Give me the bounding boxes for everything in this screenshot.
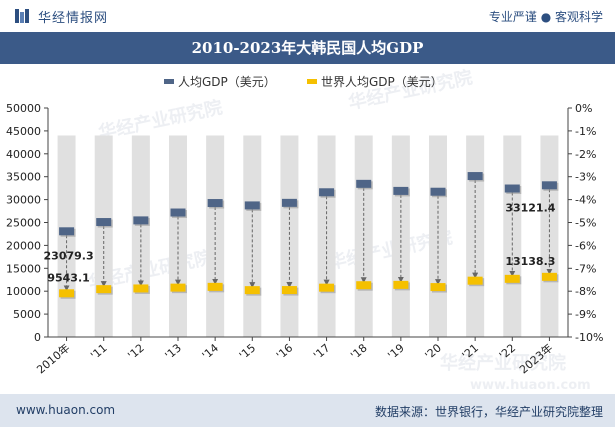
korea-gdp-marker bbox=[133, 216, 149, 225]
korea-gdp-marker bbox=[356, 179, 372, 188]
background-bar bbox=[503, 135, 522, 337]
background-bar bbox=[280, 135, 299, 337]
footer: www.huaon.com 数据来源：世界银行，华经产业研究院整理 bbox=[0, 394, 615, 427]
logo-icon bbox=[15, 9, 29, 23]
world-gdp-marker bbox=[244, 286, 260, 295]
korea-gdp-marker bbox=[393, 186, 409, 195]
korea-gdp-marker bbox=[504, 184, 520, 193]
footer-source: 数据来源：世界银行，华经产业研究院整理 bbox=[374, 405, 603, 419]
korea-gdp-marker bbox=[430, 187, 446, 196]
world-gdp-marker bbox=[356, 281, 372, 290]
data-label: 33121.4 bbox=[505, 201, 555, 214]
y-left-tick-label: 10000 bbox=[6, 285, 41, 298]
watermark-text-1: 华经产业研究院 bbox=[96, 96, 224, 144]
y-right-tick-label: -3% bbox=[575, 171, 596, 184]
top-bar: 华经情报网 专业严谨 ● 客观科学 bbox=[0, 0, 615, 32]
background-bar bbox=[169, 135, 187, 337]
korea-gdp-marker bbox=[467, 172, 483, 181]
world-gdp-marker bbox=[170, 283, 186, 292]
world-gdp-marker bbox=[393, 280, 409, 289]
legend-swatch-0 bbox=[164, 79, 174, 84]
data-labels: 23079.3 9543.1 33121.4 13138.3 bbox=[44, 201, 556, 284]
y-left-tick-label: 15000 bbox=[6, 262, 41, 275]
background-bar bbox=[317, 135, 336, 337]
world-gdp-marker bbox=[541, 272, 557, 281]
y-left-tick-label: 5000 bbox=[13, 308, 41, 321]
korea-gdp-marker bbox=[59, 227, 75, 236]
y-left-tick-label: 50000 bbox=[6, 102, 41, 115]
world-gdp-marker bbox=[281, 286, 297, 295]
korea-gdp-marker bbox=[541, 181, 557, 190]
world-gdp-marker bbox=[96, 285, 112, 294]
world-gdp-marker bbox=[504, 274, 520, 283]
watermark-text-5: 华经产业研究院 bbox=[440, 352, 566, 374]
y-left-tick-label: 0 bbox=[34, 331, 41, 344]
korea-gdp-marker bbox=[207, 199, 223, 208]
legend-label-1: 世界人均GDP（美元） bbox=[321, 75, 443, 89]
y-right-tick-label: -10% bbox=[575, 331, 603, 344]
world-gdp-marker bbox=[430, 283, 446, 292]
watermark-url: www.huaon.com bbox=[470, 378, 591, 393]
world-gdp-marker bbox=[207, 282, 223, 291]
y-left-tick-label: 35000 bbox=[6, 171, 41, 184]
y-right-tick-label: -6% bbox=[575, 239, 596, 252]
y-right-tick-label: -8% bbox=[575, 285, 596, 298]
y-right-tick-label: -9% bbox=[575, 308, 596, 321]
x-tick-label: '11 bbox=[88, 341, 109, 362]
korea-gdp-marker bbox=[244, 201, 260, 210]
y-left-tick-label: 25000 bbox=[6, 217, 41, 230]
chart-title: 2010-2023年大韩民国人均GDP bbox=[0, 32, 615, 64]
x-tick-label: '15 bbox=[237, 341, 258, 362]
legend-swatch-1 bbox=[307, 79, 317, 84]
world-gdp-marker bbox=[59, 289, 75, 298]
slogan: 专业严谨 ● 客观科学 bbox=[488, 10, 603, 24]
background-bars bbox=[57, 135, 559, 337]
y-left-tick-label: 45000 bbox=[6, 125, 41, 138]
x-tick-label: '17 bbox=[311, 341, 332, 362]
korea-gdp-marker bbox=[96, 218, 112, 227]
x-tick-label: '13 bbox=[163, 341, 184, 362]
data-label: 9543.1 bbox=[47, 271, 89, 284]
x-tick-label: '19 bbox=[385, 341, 406, 362]
data-label: 23079.3 bbox=[44, 249, 94, 262]
y-right-tick-label: -2% bbox=[575, 148, 596, 161]
legend: 人均GDP（美元） 世界人均GDP（美元） bbox=[164, 75, 443, 89]
connectors bbox=[63, 180, 553, 292]
y-right-tick-label: -4% bbox=[575, 194, 596, 207]
y-right-tick-label: -1% bbox=[575, 125, 596, 138]
watermark-text-2: 华经产业研究院 bbox=[346, 66, 474, 114]
x-tick-label: '16 bbox=[274, 341, 295, 362]
x-tick-label: '18 bbox=[348, 341, 369, 362]
background-bar bbox=[206, 135, 225, 337]
y-right-tick-label: -5% bbox=[575, 217, 596, 230]
legend-label-0: 人均GDP（美元） bbox=[178, 75, 276, 89]
y-left-tick-label: 40000 bbox=[6, 148, 41, 161]
footer-url: www.huaon.com bbox=[16, 403, 116, 417]
x-tick-label: '14 bbox=[200, 341, 221, 362]
data-label: 13138.3 bbox=[505, 255, 555, 268]
y-left-tick-label: 20000 bbox=[6, 239, 41, 252]
y-right-tick-label: 0% bbox=[575, 102, 592, 115]
korea-gdp-marker bbox=[319, 188, 335, 197]
world-gdp-marker bbox=[467, 276, 483, 285]
y-left-tick-label: 30000 bbox=[6, 194, 41, 207]
gdp-chart: 华经产业研究院 华经产业研究院 华经产业研究院 华经产业研究院 华经产业研究院 … bbox=[6, 66, 603, 393]
markers bbox=[59, 172, 559, 299]
world-gdp-marker bbox=[319, 283, 335, 292]
y-right-tick-label: -7% bbox=[575, 262, 596, 275]
background-bar bbox=[354, 135, 373, 337]
x-tick-label: '12 bbox=[125, 341, 146, 362]
site-name: 华经情报网 bbox=[38, 11, 109, 26]
x-tick-label: 2010年 bbox=[34, 341, 73, 377]
korea-gdp-marker bbox=[170, 208, 186, 217]
world-gdp-marker bbox=[133, 284, 149, 293]
korea-gdp-marker bbox=[281, 198, 297, 207]
